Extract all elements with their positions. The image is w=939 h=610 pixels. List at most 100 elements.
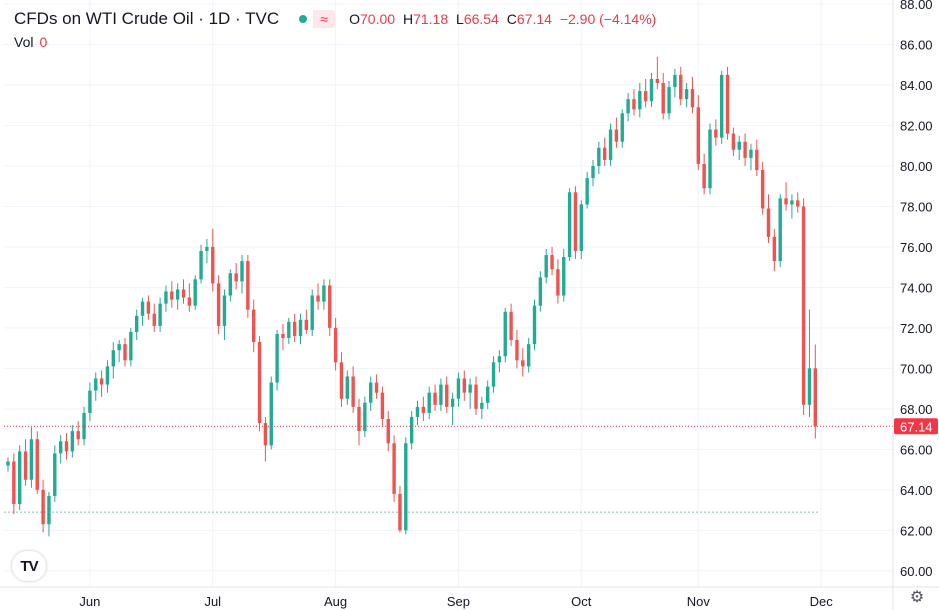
- candle-body: [170, 291, 174, 300]
- candle-body: [41, 489, 45, 525]
- candle-body: [591, 165, 595, 179]
- candle: [158, 297, 162, 332]
- candle-body: [538, 277, 543, 306]
- candle-body: [620, 113, 624, 142]
- candle: [661, 72, 665, 120]
- candle-body: [562, 257, 566, 296]
- candle-body: [661, 82, 665, 114]
- candle-body: [415, 406, 420, 417]
- candle-body: [474, 384, 478, 409]
- candle: [708, 123, 712, 195]
- candle-body: [257, 342, 262, 424]
- candle: [638, 82, 642, 118]
- candle: [357, 398, 361, 446]
- candle-body: [140, 301, 145, 316]
- last-price-line: 67.14: [4, 418, 938, 435]
- candle-body: [234, 273, 238, 282]
- candle-body: [807, 368, 812, 405]
- candle-body: [152, 313, 156, 326]
- candle: [404, 437, 408, 535]
- candle: [649, 72, 654, 108]
- candle: [620, 109, 624, 148]
- candle-body: [755, 149, 759, 171]
- candle: [333, 317, 338, 371]
- candle-body: [649, 78, 654, 102]
- tradingview-logo[interactable]: TV: [12, 551, 46, 581]
- candle-body: [497, 356, 502, 363]
- candle: [760, 161, 765, 215]
- candle-body: [351, 376, 355, 407]
- candle-body: [521, 360, 525, 367]
- gear-icon[interactable]: ⚙: [909, 589, 925, 606]
- candle-body: [82, 412, 86, 440]
- candle: [363, 396, 367, 438]
- candle: [216, 275, 221, 334]
- symbol-title[interactable]: CFDs on WTI Crude Oil · 1D · TVC: [14, 9, 280, 28]
- candle: [462, 370, 466, 401]
- candle-body: [164, 291, 168, 304]
- candle: [287, 317, 291, 345]
- candle: [181, 279, 186, 304]
- candle: [82, 406, 86, 446]
- candle-body: [398, 493, 402, 531]
- price-tick-label: 76.00: [900, 240, 933, 255]
- candle-body: [29, 439, 34, 480]
- candle-body: [445, 384, 449, 407]
- candle: [544, 248, 548, 284]
- candle: [41, 479, 45, 533]
- candle-body: [199, 250, 203, 280]
- candle-body: [12, 461, 16, 505]
- candle-body: [53, 453, 57, 496]
- candle-body: [731, 133, 736, 150]
- wave-icon[interactable]: ≈: [313, 10, 336, 28]
- candle-body: [363, 402, 367, 432]
- candle-body: [205, 246, 209, 251]
- candle: [392, 435, 396, 502]
- candle: [64, 433, 69, 460]
- candle-body: [796, 200, 800, 207]
- candle: [187, 283, 192, 312]
- candle: [450, 392, 455, 426]
- candle: [105, 360, 110, 393]
- candle-body: [58, 441, 63, 454]
- candle: [643, 78, 648, 108]
- candle-body: [439, 384, 443, 405]
- candle-body: [374, 382, 379, 393]
- candle: [175, 283, 180, 310]
- candle-body: [532, 305, 537, 345]
- price-tick-label: 84.00: [900, 78, 933, 93]
- volume-legend: Vol 0: [14, 34, 47, 50]
- candle: [234, 263, 238, 290]
- time-tick-label: Nov: [687, 594, 711, 609]
- candle: [532, 299, 537, 351]
- high-label: H: [402, 11, 414, 27]
- candle: [626, 93, 630, 122]
- candle-body: [88, 390, 92, 413]
- candle-body: [105, 366, 110, 385]
- candle-body: [597, 147, 601, 166]
- market-open-dot-icon[interactable]: [293, 10, 314, 28]
- candle-body: [585, 178, 589, 205]
- candle-body: [18, 451, 22, 505]
- candle: [12, 453, 16, 515]
- price-axis[interactable]: 88.00 86.00 84.00 82.00 80.00 78.00 76.00 74.00…: [892, 0, 933, 610]
- candle: [556, 259, 560, 304]
- candle-body: [275, 333, 279, 383]
- candle: [23, 439, 28, 486]
- open-value: 70.00: [360, 11, 396, 27]
- candle-body: [784, 198, 788, 205]
- candle: [47, 491, 51, 537]
- candle: [497, 350, 502, 373]
- candle-body: [252, 309, 256, 343]
- candle-body: [64, 441, 69, 452]
- time-tick-label: Jun: [79, 594, 100, 609]
- candle: [720, 70, 724, 144]
- time-axis[interactable]: Jun Jul Aug Sep Oct Nov Dec: [0, 586, 939, 609]
- candle: [796, 192, 800, 213]
- candle-body: [298, 319, 303, 337]
- price-tick-label: 82.00: [900, 118, 933, 133]
- candle-body: [246, 261, 250, 310]
- candle: [205, 238, 209, 264]
- candle: [439, 378, 443, 411]
